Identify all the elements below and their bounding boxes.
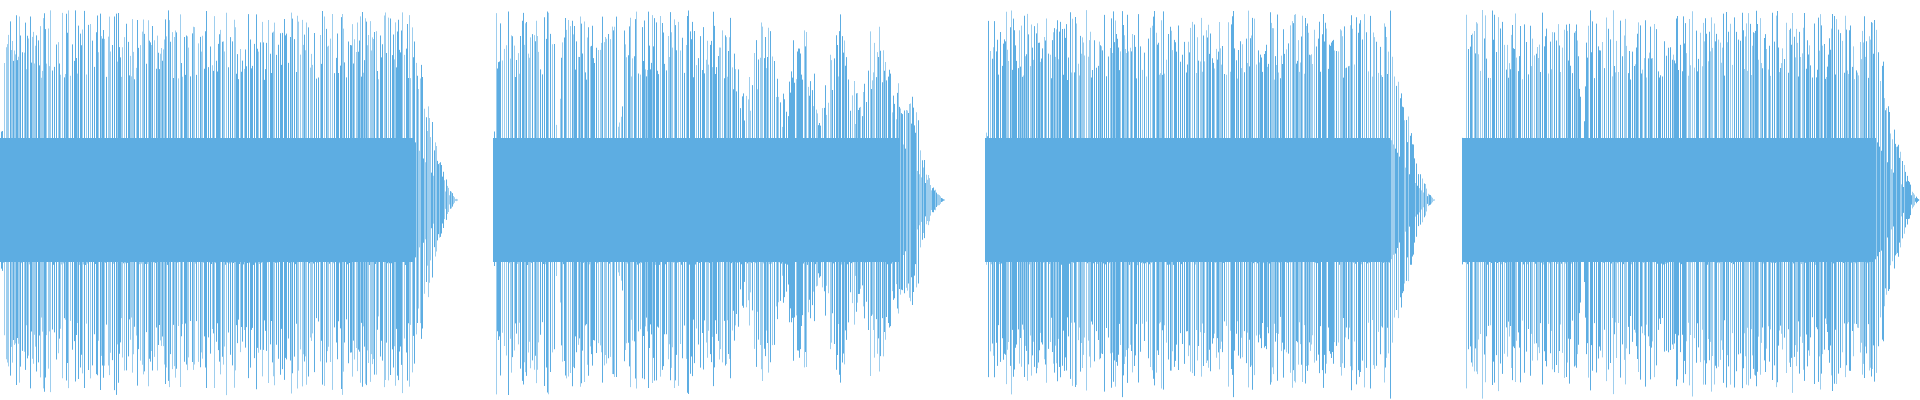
- waveform-clip-3: [985, 10, 1435, 399]
- waveform-core: [985, 138, 1390, 262]
- waveform-clip-4: [1462, 10, 1920, 399]
- waveform-clip-2: [493, 10, 945, 395]
- waveform-core: [493, 138, 900, 262]
- waveform-core: [1462, 138, 1875, 262]
- waveform-core: [0, 138, 413, 262]
- waveform-clip-1: [0, 10, 458, 396]
